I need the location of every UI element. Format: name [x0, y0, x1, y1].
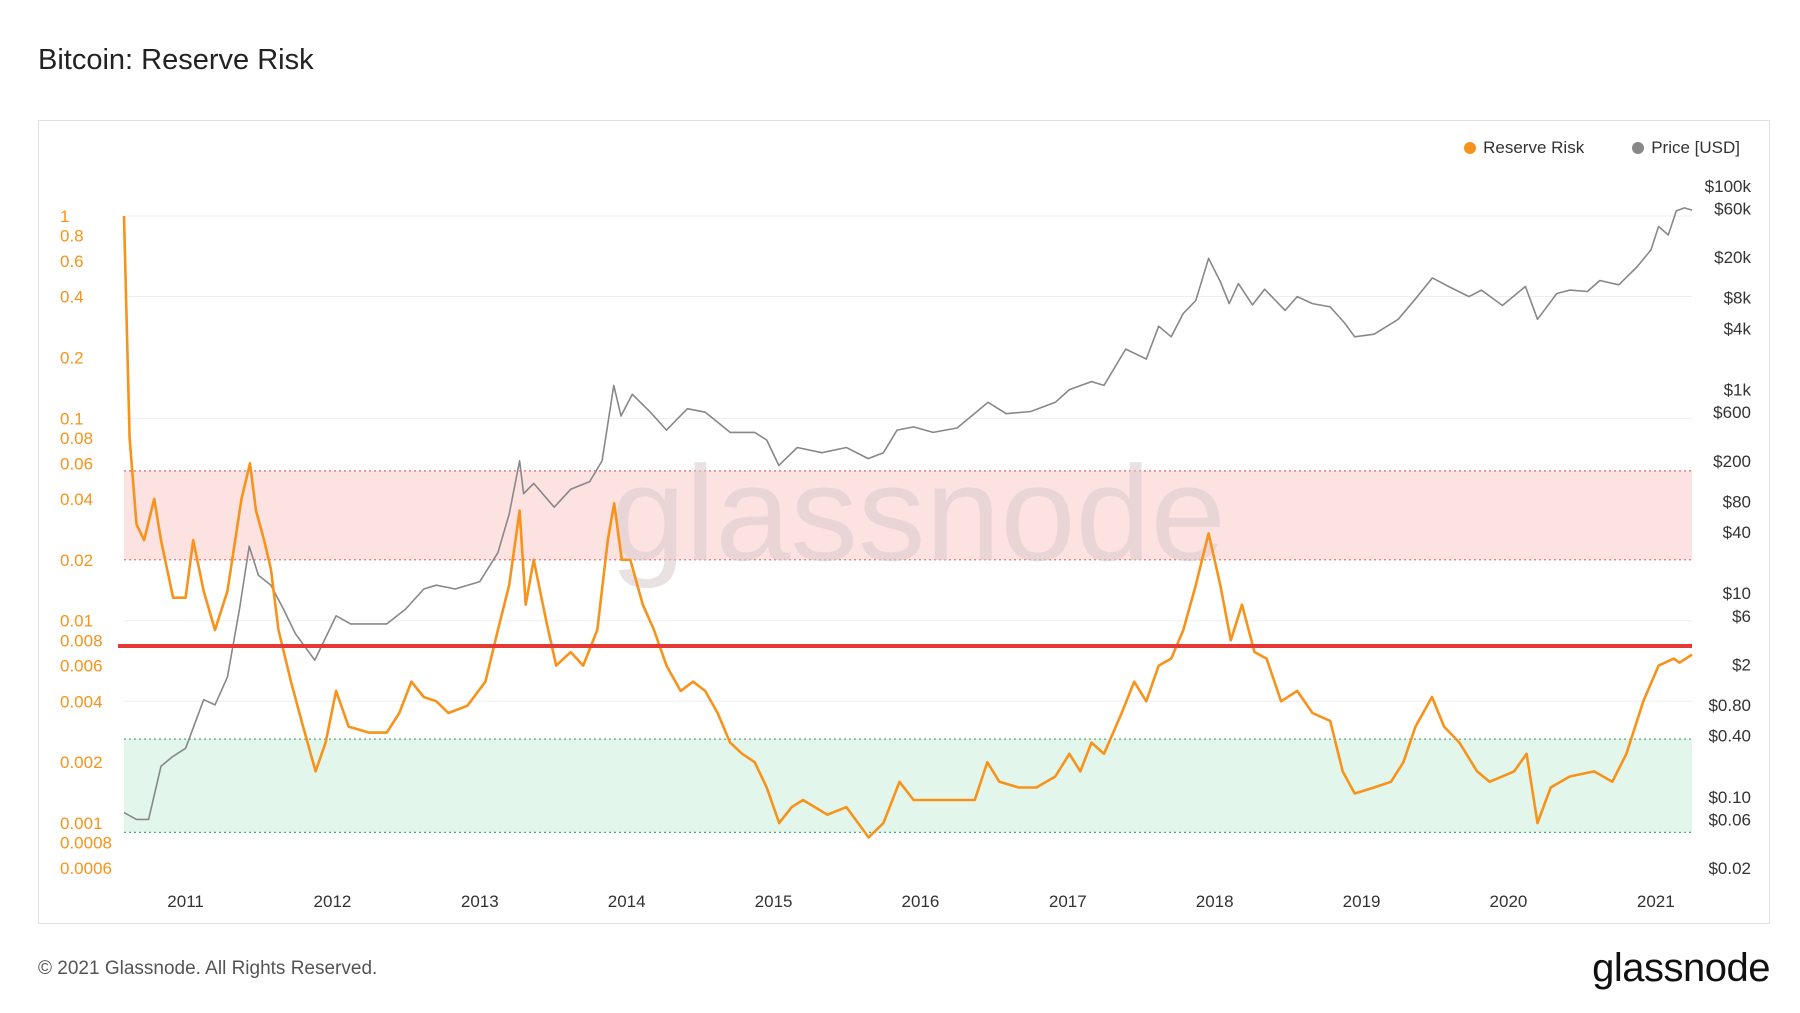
legend-dot-price: [1632, 142, 1645, 154]
right-axis-tick-label: $20k: [1714, 248, 1751, 267]
chart-title: Bitcoin: Reserve Risk: [38, 44, 314, 76]
right-axis-tick-label: $40: [1723, 523, 1751, 542]
left-axis-tick-label: 0.01: [60, 612, 93, 631]
x-axis-tick-label: 2015: [755, 892, 793, 911]
x-axis-tick-label: 2014: [608, 892, 646, 911]
left-axis-tick-label: 0.008: [60, 631, 103, 650]
left-axis-tick-label: 0.8: [60, 227, 84, 246]
right-axis-tick-label: $600: [1713, 403, 1751, 422]
right-axis-tick-label: $0.06: [1708, 810, 1751, 829]
legend-label-reserve-risk: Reserve Risk: [1483, 138, 1585, 157]
right-axis-tick-label: $6: [1732, 607, 1751, 626]
left-axis-tick-label: 0.06: [60, 454, 93, 473]
x-axis-tick-label: 2018: [1196, 892, 1234, 911]
legend-item-reserve-risk[interactable]: Reserve Risk: [1464, 138, 1584, 158]
right-axis-tick-label: $0.40: [1708, 727, 1751, 746]
legend: Reserve Risk Price [USD]: [1464, 138, 1740, 158]
legend-label-price: Price [USD]: [1651, 138, 1740, 157]
watermark: glassnode: [610, 438, 1225, 589]
price-series-line: [123, 207, 1693, 821]
legend-dot-reserve-risk: [1464, 142, 1477, 154]
left-axis-tick-label: 0.004: [60, 692, 103, 711]
x-axis-tick-label: 2012: [314, 892, 352, 911]
x-axis-tick-label: 2011: [167, 892, 204, 911]
right-axis-tick-label: $8k: [1724, 289, 1752, 308]
left-axis-tick-label: 0.0008: [60, 834, 112, 853]
left-axis-tick-label: 0.04: [60, 490, 93, 509]
x-axis-tick-label: 2016: [902, 892, 940, 911]
x-axis-tick-label: 2013: [461, 892, 499, 911]
right-axis-tick-label: $0.02: [1708, 859, 1751, 878]
left-axis-tick-label: 0.0006: [60, 859, 112, 878]
right-axis-tick-label: $60k: [1714, 200, 1751, 219]
right-axis-tick-label: $0.80: [1708, 696, 1751, 715]
undervalued-band: [124, 739, 1692, 833]
right-axis-tick-label: $200: [1713, 452, 1751, 471]
right-axis-tick-label: $100k: [1705, 177, 1752, 196]
left-axis-tick-label: 0.02: [60, 551, 93, 570]
right-axis-tick-label: $80: [1723, 492, 1751, 511]
left-axis-tick-label: 0.002: [60, 753, 103, 772]
right-axis-tick-label: $1k: [1724, 381, 1752, 400]
x-axis-tick-label: 2020: [1490, 892, 1528, 911]
left-axis-tick-label: 0.001: [60, 814, 103, 833]
left-axis-tick-label: 0.2: [60, 348, 84, 367]
right-axis-tick-label: $2: [1732, 655, 1751, 674]
chart-frame: [38, 120, 1770, 924]
brand-logo: glassnode: [1592, 946, 1770, 990]
x-axis-tick-label: 2017: [1049, 892, 1087, 911]
overvalued-band: [124, 470, 1692, 560]
reserve-risk-series-line: [122, 215, 1693, 839]
left-axis-tick-label: 1: [60, 207, 69, 226]
x-axis-tick-label: 2021: [1637, 892, 1675, 911]
left-axis-tick-label: 0.4: [60, 288, 84, 307]
right-axis-tick-label: $10: [1723, 584, 1751, 603]
left-axis-tick-label: 0.6: [60, 252, 84, 271]
right-axis-tick-label: $0.10: [1708, 788, 1751, 807]
copyright-footer: © 2021 Glassnode. All Rights Reserved.: [38, 958, 378, 979]
legend-item-price[interactable]: Price [USD]: [1632, 138, 1740, 158]
left-axis-tick-label: 0.08: [60, 429, 93, 448]
left-axis-tick-label: 0.006: [60, 657, 103, 676]
right-axis-tick-label: $4k: [1724, 319, 1752, 338]
left-axis-tick-label: 0.1: [60, 409, 84, 428]
x-axis-tick-label: 2019: [1343, 892, 1381, 911]
